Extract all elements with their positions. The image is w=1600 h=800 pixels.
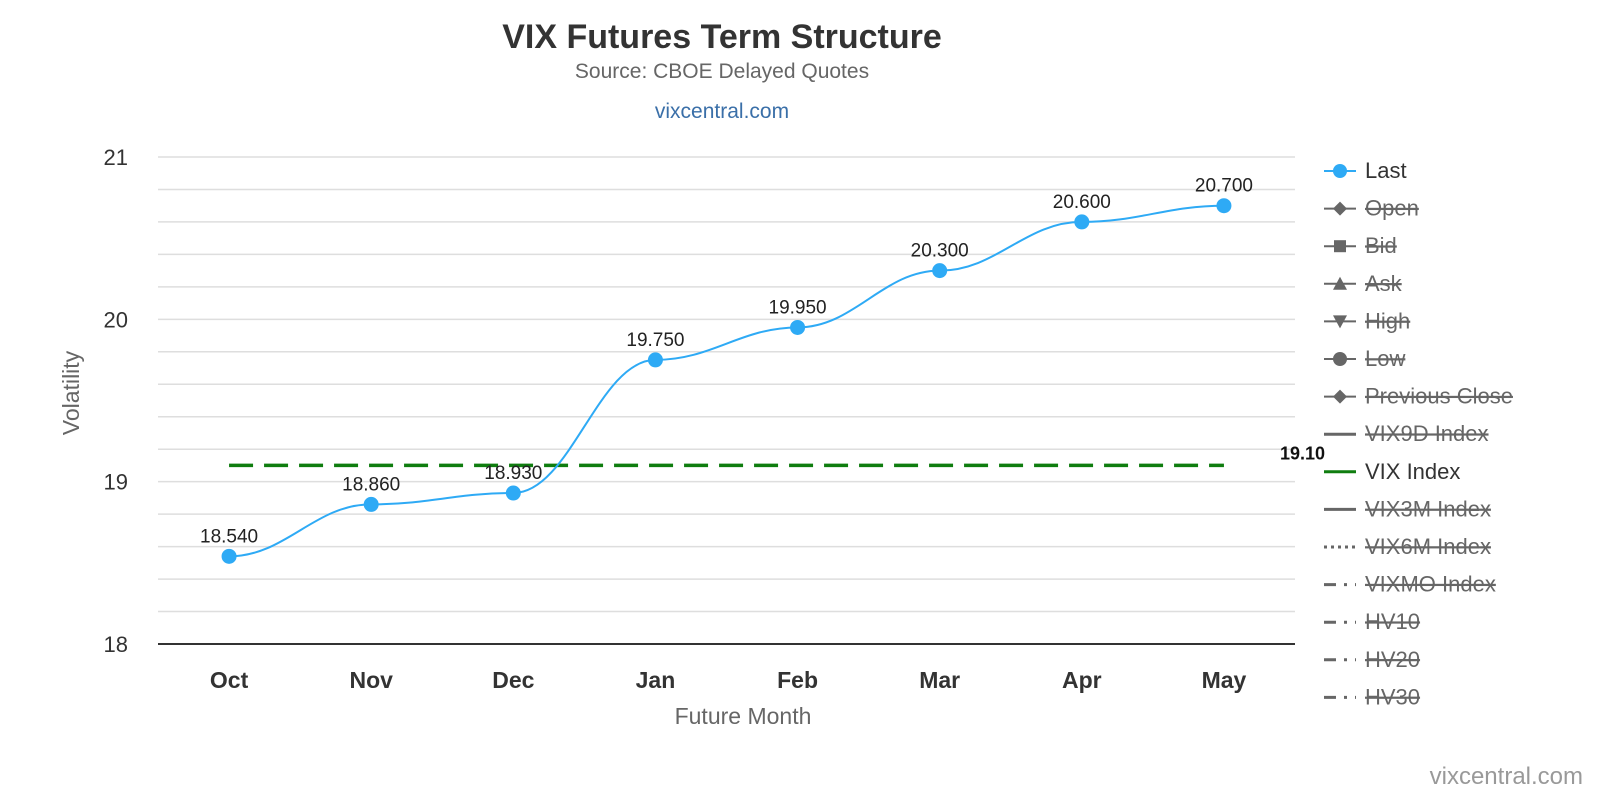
y-tick-label: 21 [104,145,128,170]
legend-label: High [1365,308,1410,333]
last-series-line [229,204,1224,558]
last-data-label: 20.700 [1195,176,1253,197]
legend-label: VIX Index [1365,459,1460,484]
legend: Last Open Bid Ask High Low Previous Close VIX9D… [1324,158,1513,709]
legend-label: VIX9D Index [1365,421,1489,446]
x-tick-label: Feb [777,667,818,693]
y-tick-label: 18 [104,632,128,657]
credit-link[interactable]: vixcentral.com [1430,763,1583,790]
legend-item-last[interactable]: Last [1324,158,1407,183]
last-data-label: 19.950 [769,297,827,318]
last-point[interactable] [932,263,948,279]
x-tick-label: Apr [1062,667,1102,693]
last-point[interactable] [790,319,806,335]
y-axis-ticks: 18 19 20 21 [104,145,128,657]
legend-item-hv10[interactable]: HV10 [1324,609,1420,634]
legend-label: VIX6M Index [1365,534,1491,559]
legend-label: HV30 [1365,684,1420,709]
last-data-label: 19.750 [626,330,684,351]
last-point[interactable] [1216,198,1232,214]
legend-label: Previous Close [1365,384,1513,409]
legend-label: Open [1365,196,1419,221]
legend-diamond-marker [1333,201,1347,216]
legend-label: VIX3M Index [1365,496,1491,521]
last-data-label: 18.540 [200,526,258,547]
chart-title: VIX Futures Term Structure [502,18,942,56]
legend-triangle-marker [1333,276,1347,290]
x-tick-label: Dec [492,667,534,693]
legend-item-hv20[interactable]: HV20 [1324,647,1420,672]
y-tick-label: 19 [104,470,128,495]
x-tick-label: Mar [919,667,960,693]
series-layer: 18.540 18.860 18.930 19.750 19.950 20.300 20.6… [200,176,1253,564]
legend-item-vix3m-index[interactable]: VIX3M Index [1324,496,1491,521]
legend-circle-marker [1333,352,1347,366]
x-tick-label: Oct [210,667,249,693]
legend-item-vixmo-index[interactable]: VIXMO Index [1324,572,1496,597]
legend-label: VIXMO Index [1365,572,1496,597]
legend-label: Last [1365,158,1407,183]
legend-diamond-marker [1333,389,1347,404]
last-data-label: 18.860 [342,474,400,495]
reference-lines: 19.10 [229,443,1325,468]
x-axis-title: Future Month [675,703,812,729]
gridlines [158,156,1295,613]
x-tick-label: May [1202,667,1247,693]
legend-label: HV10 [1365,609,1420,634]
chart-subtitle: Source: CBOE Delayed Quotes [575,60,869,83]
legend-item-high[interactable]: High [1324,308,1410,333]
last-point[interactable] [363,496,379,512]
legend-item-ask[interactable]: Ask [1324,271,1403,296]
last-data-label: 20.600 [1053,192,1111,213]
legend-label: Low [1365,346,1405,371]
last-point[interactable] [647,352,663,368]
y-tick-label: 20 [104,307,128,332]
last-point[interactable] [505,485,521,501]
y-axis-title: Volatility [58,350,84,435]
legend-item-vix9d-index[interactable]: VIX9D Index [1324,421,1489,446]
legend-circle-marker [1333,164,1347,178]
legend-item-low[interactable]: Low [1324,346,1405,371]
x-tick-label: Nov [349,667,393,693]
legend-label: HV20 [1365,647,1420,672]
legend-triangle-down-marker [1333,315,1347,329]
legend-item-vix6m-index[interactable]: VIX6M Index [1324,534,1491,559]
legend-item-vix-index[interactable]: VIX Index [1324,459,1460,484]
legend-label: Bid [1365,233,1397,258]
last-point[interactable] [1074,214,1090,230]
vixcentral-link[interactable]: vixcentral.com [655,100,789,123]
x-tick-label: Jan [636,667,676,693]
x-axis-ticks: Oct Nov Dec Jan Feb Mar Apr May [210,667,1247,693]
legend-item-bid[interactable]: Bid [1324,233,1397,258]
last-data-label: 18.930 [484,463,542,484]
legend-item-previous-close[interactable]: Previous Close [1324,384,1513,409]
legend-label: Ask [1365,271,1403,296]
last-data-label: 20.300 [911,241,969,262]
last-point[interactable] [221,548,237,564]
legend-item-hv30[interactable]: HV30 [1324,684,1420,709]
legend-item-open[interactable]: Open [1324,196,1419,221]
vix-index-value-label: 19.10 [1280,443,1325,463]
legend-square-marker [1334,240,1346,253]
